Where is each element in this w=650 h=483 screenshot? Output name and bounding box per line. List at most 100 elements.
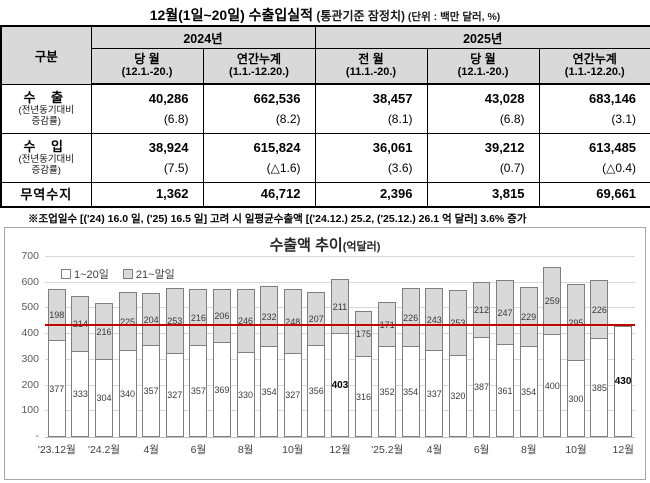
bar-14: 171 352 [375, 258, 399, 437]
x-tick-label: 6월 [190, 444, 207, 456]
bar-19-early-segment: 361 [496, 344, 515, 437]
y-tick-label: 200 [21, 378, 39, 391]
page-title: 12월(1일~20일) 수출입실적 (통관기준 잠정치) (단위 : 백만 달러… [0, 0, 650, 25]
x-tick-label: 12월 [612, 444, 634, 456]
bar-23-late-segment: 226 [590, 280, 609, 338]
bar-5-late-segment: 253 [165, 288, 184, 353]
export-cell-2: 38,457 (8.1) [314, 83, 428, 134]
bar-4-late-segment: 204 [142, 293, 161, 345]
import-cell-2: 36,061 (3.6) [314, 132, 428, 183]
bars-container: 198 377 214 333 216 304 225 340 204 357 253 327 216 3… [45, 258, 635, 437]
title-sub: (통관기준 잠정치) [313, 9, 406, 23]
y-tick-label: 600 [21, 275, 39, 288]
bar-2: 216 304 [92, 258, 116, 437]
chart-plot: 1~20일 21~말일 -100 200 300 400 500 600 700 198 377… [21, 250, 635, 442]
import-cell-4: 613,485 (△0.4) [538, 132, 650, 183]
bar-0-late-segment: 198 [47, 289, 66, 340]
col-header-4: 연간누계 (1.1.-12.20.) [538, 47, 650, 85]
legend-item-second-period: 21~말일 [122, 266, 175, 282]
bar-18-early-segment: 387 [472, 337, 491, 437]
import-cell-1: 615,824 (△1.6) [202, 132, 316, 183]
bar-12-late-segment: 211 [330, 279, 349, 333]
bar-11-late-segment: 207 [307, 292, 326, 345]
bar-21: 259 400 [540, 258, 564, 437]
bar-16-early-segment: 337 [425, 350, 444, 437]
chart-title: 수출액 추이(억달러) [269, 237, 381, 254]
trade-stats-table: 구분 2024년 2025년 당 월 (12.1.-20.) 연간누계 (1.1.-… [0, 25, 650, 208]
row-label-export: 수 출 (전년동기대비 증감률) [0, 83, 92, 134]
bar-3-late-segment: 225 [118, 292, 137, 350]
bar-18: 212 387 [470, 258, 494, 437]
import-cell-0: 38,924 (7.5) [90, 132, 204, 183]
bar-13: 175 316 [352, 258, 376, 437]
bar-24-early-segment: 430 [614, 326, 632, 437]
export-cell-1: 662,536 (8.2) [202, 83, 316, 134]
table-corner-header: 구분 [0, 25, 92, 85]
x-tick-label: 4월 [426, 444, 443, 456]
bar-22-late-segment: 295 [566, 284, 585, 360]
bar-20-early-segment: 354 [519, 346, 538, 437]
bar-1-early-segment: 333 [71, 351, 90, 437]
y-tick-label: 400 [21, 327, 39, 340]
chart-legend: 1~20일 21~말일 [61, 266, 175, 282]
bar-6: 216 357 [187, 258, 211, 437]
bar-20-late-segment: 229 [519, 287, 538, 346]
x-tick-label: '25.2월 [371, 444, 404, 456]
bar-12-early-segment: 403 [330, 333, 349, 437]
legend-swatch-gray [122, 269, 133, 279]
bar-13-early-segment: 316 [354, 356, 373, 437]
import-cell-3: 39,212 (0.7) [426, 132, 540, 183]
bar-6-late-segment: 216 [189, 289, 208, 345]
x-tick-label: 4월 [143, 444, 159, 456]
bar-17: 253 320 [446, 258, 470, 437]
bar-4: 204 357 [139, 258, 163, 437]
bar-6-early-segment: 357 [189, 345, 208, 437]
bar-18-late-segment: 212 [472, 282, 491, 337]
bar-11: 207 356 [305, 258, 329, 437]
working-days-footnote: ※조업일수 [('24) 16.0 일, ('25) 16.5 일] 고려 시 … [28, 213, 527, 225]
bar-8-early-segment: 330 [236, 352, 255, 437]
x-tick-label: '24.2월 [87, 444, 121, 456]
bar-15: 226 354 [399, 258, 423, 437]
row-label-balance: 무역수지 [0, 181, 92, 208]
bar-15-early-segment: 354 [401, 346, 420, 437]
table-row-balance: 무역수지 1,362 46,712 2,396 3,815 69,661 [0, 181, 650, 208]
gridline-700 [45, 256, 635, 257]
bar-3: 225 340 [116, 258, 140, 437]
balance-cell-1: 46,712 [202, 181, 316, 208]
bar-7-early-segment: 369 [212, 342, 231, 437]
bar-19-late-segment: 247 [496, 280, 515, 344]
table-row-export: 수 출 (전년동기대비 증감률) 40,286 (6.8) 662,536 (8.2… [0, 83, 650, 134]
col-header-3: 당 월 (12.1.-20.) [426, 47, 540, 85]
bar-16-late-segment: 243 [425, 288, 444, 350]
bar-22-early-segment: 300 [566, 360, 585, 437]
bar-5-early-segment: 327 [165, 353, 184, 437]
bar-0-early-segment: 377 [47, 340, 66, 437]
bar-8: 246 330 [234, 258, 258, 437]
x-tick-label: 10월 [282, 444, 304, 456]
bar-13-late-segment: 175 [354, 311, 373, 356]
bar-2-late-segment: 216 [95, 303, 113, 359]
bar-17-early-segment: 320 [448, 355, 467, 437]
bar-9: 232 354 [257, 258, 281, 437]
bar-4-early-segment: 357 [142, 345, 161, 437]
bar-11-early-segment: 356 [307, 345, 326, 437]
bar-7: 206 369 [210, 258, 234, 437]
bar-23: 226 385 [588, 258, 612, 437]
bar-10: 248 327 [281, 258, 305, 437]
bar-7-late-segment: 206 [212, 289, 231, 342]
bar-24: 430 [611, 258, 635, 437]
bar-9-late-segment: 232 [260, 286, 279, 346]
bar-1: 214 333 [69, 258, 93, 437]
balance-cell-0: 1,362 [90, 181, 204, 208]
year-group-2024: 2024년 [90, 25, 316, 49]
bar-19: 247 361 [493, 258, 517, 437]
bar-10-early-segment: 327 [283, 353, 302, 437]
year-group-2025: 2025년 [314, 25, 650, 49]
bar-21-early-segment: 400 [543, 334, 562, 437]
row-label-import: 수 입 (전년동기대비 증감률) [0, 132, 92, 183]
y-tick-label: 300 [21, 352, 39, 365]
balance-cell-3: 3,815 [426, 181, 540, 208]
bar-15-late-segment: 226 [401, 288, 420, 346]
chart-x-axis-labels: '23.12월 '24.2월 4월 6월 8월 10월 12월 '25.2월 4월 6월 8월 10월… [38, 440, 635, 460]
